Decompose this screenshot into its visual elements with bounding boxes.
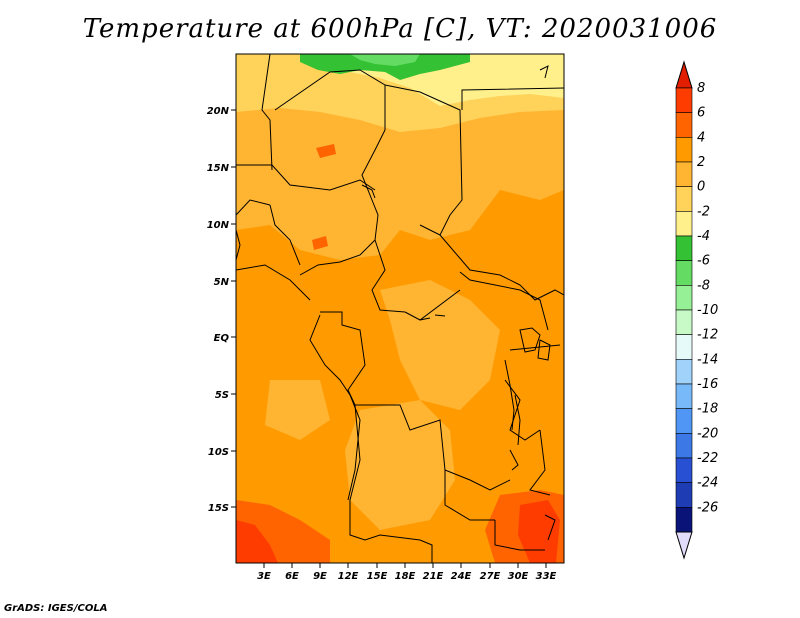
lat-ticks (231, 109, 236, 508)
colorbar-cell (675, 383, 693, 409)
lat-label: 15N (207, 163, 230, 174)
colorbar-label: 4 (697, 130, 705, 145)
field-patch-warm-north (316, 144, 336, 158)
lon-label: 21E (423, 571, 444, 582)
colorbar-label: -16 (697, 377, 718, 392)
map-frame (235, 53, 565, 564)
colorbar-cell (675, 285, 693, 311)
colorbar-label: -4 (697, 229, 710, 244)
colorbar-label: -22 (697, 451, 718, 466)
colorbar-label: 8 (697, 81, 705, 96)
lon-label: 6E (285, 571, 299, 582)
colorbar-cell (675, 507, 693, 533)
colorbar-cell (675, 137, 693, 163)
lat-label: 10S (208, 447, 229, 458)
colorbar-cell (675, 260, 693, 286)
colorbar-cell (675, 235, 693, 261)
colorbar-cell (675, 408, 693, 434)
colorbar-cell (675, 433, 693, 459)
colorbar-label: -26 (697, 500, 718, 515)
colorbar-bottom-triangle (675, 531, 693, 560)
lat-label: 15S (208, 503, 229, 514)
colorbar-label: -6 (697, 254, 710, 269)
colorbar-cell (675, 112, 693, 138)
field-band-green (300, 54, 470, 80)
footer-credit: GrADS: IGES/COLA (4, 603, 108, 614)
colorbar-label: -24 (697, 476, 718, 491)
field-patch-central-2 (345, 400, 455, 530)
colorbar-label: 2 (697, 155, 705, 170)
colorbar-label: -2 (697, 204, 710, 219)
field-band-lightgreen (350, 54, 420, 66)
colorbar-cell (675, 482, 693, 508)
lon-label: 15E (367, 571, 388, 582)
lat-label: EQ (214, 333, 230, 344)
colorbar-cell (675, 334, 693, 360)
colorbar-cell (675, 309, 693, 335)
colorbar-cell (675, 359, 693, 385)
lat-label: 20N (207, 106, 230, 117)
field-patch-west (265, 380, 330, 440)
colorbar-label: 0 (697, 180, 705, 195)
colorbar: 8 6 4 2 0 -2 -4 -6 -8 -10 -12 -14 -16 -18 -20 -22 -24 -26 (675, 60, 718, 560)
colorbar-top-triangle (675, 60, 693, 89)
lon-label: 18E (395, 571, 416, 582)
field-patch-hot-southwest (236, 520, 278, 563)
colorbar-label: 6 (697, 106, 705, 121)
lon-ticks (263, 563, 547, 568)
colorbar-label: -18 (697, 402, 718, 417)
colorbar-cell (675, 211, 693, 237)
colorbar-label: -14 (697, 352, 718, 367)
lat-label: 10N (207, 220, 230, 231)
field-patch-central-1 (380, 280, 500, 410)
country-borders (236, 54, 564, 563)
colorbar-label: -10 (697, 303, 718, 318)
colorbar-label: -12 (697, 328, 718, 343)
lon-labels: 3E 6E 9E 12E 15E 18E 21E 24E 27E 30E 33E (257, 571, 556, 582)
field-patch-hot-southeast (518, 500, 560, 563)
temperature-field (236, 54, 564, 563)
lat-label: 5S (215, 390, 229, 401)
lon-label: 30E (508, 571, 529, 582)
colorbar-label: -8 (697, 278, 710, 293)
map-title: Temperature at 600hPa [C], VT: 202003100… (82, 14, 718, 44)
lon-label: 27E (480, 571, 501, 582)
field-patch-warm-northwest (312, 236, 328, 250)
colorbar-cell (675, 457, 693, 483)
colorbar-cell (675, 161, 693, 187)
colorbar-cells (675, 87, 693, 533)
lon-label: 12E (338, 571, 359, 582)
colorbar-labels: 8 6 4 2 0 -2 -4 -6 -8 -10 -12 -14 -16 -18 -20 -22 -24 -26 (697, 81, 718, 515)
lat-labels: 20N 15N 10N 5N EQ 5S 10S 15S (207, 106, 230, 514)
colorbar-label: -20 (697, 426, 718, 441)
lon-label: 9E (313, 571, 327, 582)
lat-label: 5N (214, 277, 230, 288)
lon-label: 33E (536, 571, 557, 582)
lon-label: 3E (257, 571, 271, 582)
colorbar-cell (675, 87, 693, 113)
lon-label: 24E (451, 571, 472, 582)
colorbar-cell (675, 186, 693, 212)
